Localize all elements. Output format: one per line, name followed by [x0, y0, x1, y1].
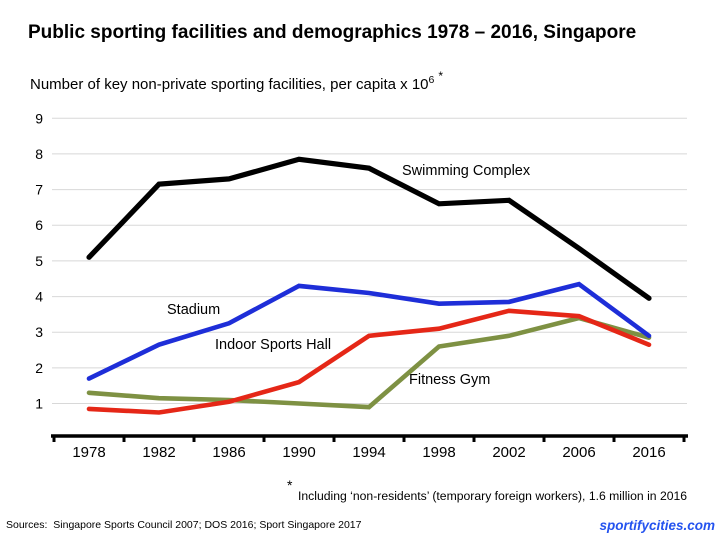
footnote-asterisk-icon: *	[287, 477, 293, 493]
series-line-stadium	[86, 281, 652, 381]
y-tick-label: 8	[35, 146, 43, 162]
y-tick-label: 7	[35, 182, 43, 198]
series-label-swimming-complex: Swimming Complex	[402, 163, 531, 179]
series-label-stadium: Stadium	[167, 302, 221, 318]
brand-link[interactable]: sportifycities.com	[599, 518, 715, 533]
series-line-swimming-complex	[86, 156, 652, 301]
x-tick-label: 1986	[212, 444, 245, 461]
chart-subtitle: Number of key non-private sporting facil…	[30, 69, 443, 93]
x-tick-label: 1990	[282, 444, 315, 461]
x-tick-label: 1998	[422, 444, 455, 461]
series-line-indoor-sports-hall	[86, 308, 652, 415]
chart-title: Public sporting facilities and demograph…	[28, 22, 637, 43]
x-tick-label: 1994	[352, 444, 385, 461]
x-tick-label: 1982	[142, 444, 175, 461]
x-tick-label: 1978	[72, 444, 105, 461]
subtitle-text: Number of key non-private sporting facil…	[30, 76, 429, 93]
y-tick-label: 6	[35, 217, 43, 233]
x-tick-label: 2006	[562, 444, 595, 461]
series-label-indoor-sports-hall: Indoor Sports Hall	[215, 337, 332, 353]
y-tick-label: 5	[35, 253, 43, 269]
y-tick-label: 2	[35, 360, 43, 376]
y-tick-label: 1	[35, 396, 43, 412]
x-tick-label: 2016	[632, 444, 665, 461]
series-line-fitness-gym	[86, 315, 652, 410]
sources-text: Sources: Singapore Sports Council 2007; …	[6, 519, 362, 531]
y-tick-label: 9	[35, 110, 43, 126]
subtitle-asterisk-icon: *	[438, 69, 444, 83]
footnote-text: Including ‘non-residents’ (temporary for…	[298, 489, 688, 503]
y-tick-label: 4	[35, 289, 43, 305]
x-tick-label: 2002	[492, 444, 525, 461]
subtitle-exponent: 6	[428, 74, 435, 86]
facilities-line-chart: 1 2 3 4 5 6 7 8 9 1978 1982 1986 1990 1994 1998 2002 200…	[35, 110, 688, 461]
series-label-fitness-gym: Fitness Gym	[409, 372, 491, 388]
y-tick-label: 3	[35, 324, 43, 340]
